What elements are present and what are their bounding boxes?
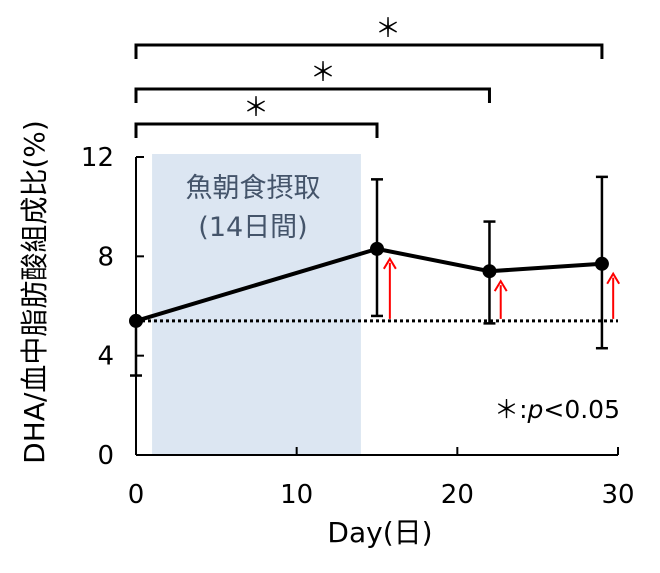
significance-star-0: ＊ [243,93,269,123]
y-tick-label-0: 0 [97,441,114,471]
arrow-head-1 [493,279,508,292]
arrow-head-0 [382,256,397,270]
significance-note-star: ＊ [494,395,519,424]
series-line [135,246,603,323]
data-point-2 [482,264,497,279]
significance-brackets: ＊ ＊ ＊ [134,14,604,138]
significance-bracket-0 [134,122,379,138]
arrow-head-2 [606,271,621,285]
axes: 0 4 8 12 0 10 20 30 [81,143,635,510]
x-axis-title: Day(日) [327,516,432,549]
x-tick-label-0: 0 [128,480,145,510]
y-tick-label-12: 12 [81,143,114,173]
significance-star-2: ＊ [375,14,401,44]
significance-star-1: ＊ [310,58,336,88]
data-point-0 [129,313,143,328]
significance-bracket-2 [134,43,604,59]
x-tick-label-30: 30 [601,480,634,510]
x-tick-label-10: 10 [280,480,313,510]
significance-bracket-1 [134,87,491,103]
y-axis-title: DHA/血中脂肪酸組成比(%) [18,120,51,464]
data-point-1 [370,241,384,256]
y-tick-label-4: 4 [97,342,114,372]
increase-arrows [382,256,621,319]
y-tick-label-8: 8 [97,242,114,272]
significance-note: ＊:p<0.05 [494,395,620,424]
x-tick-label-20: 20 [441,480,474,510]
period-label-line1: 魚朝食摂取 [186,173,321,204]
data-point-3 [594,256,609,271]
significance-note-threshold: <0.05 [543,395,620,424]
significance-note-p: p [527,395,544,424]
series-layer [129,241,609,328]
period-label-line2: (14日間) [198,212,307,243]
